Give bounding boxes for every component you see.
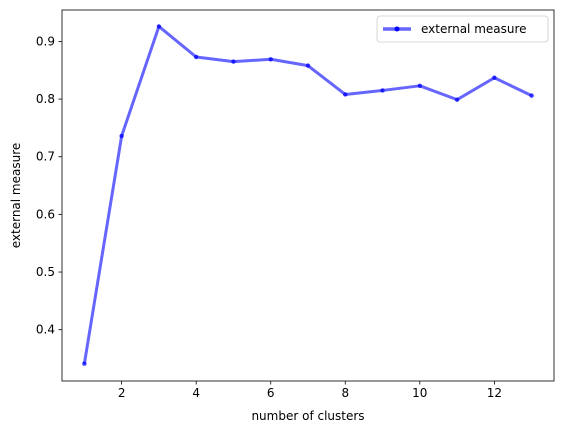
series-layer: [82, 24, 534, 366]
x-tick-label: 2: [118, 386, 126, 400]
y-tick-label: 0.8: [36, 92, 55, 106]
y-axis-label: external measure: [9, 143, 23, 249]
legend-label: external measure: [421, 22, 527, 36]
data-point: [268, 57, 273, 62]
data-point: [454, 97, 460, 102]
data-point: [231, 59, 236, 64]
legend: external measure: [376, 15, 549, 43]
data-point: [305, 63, 311, 68]
data-point: [82, 361, 87, 366]
data-point: [492, 75, 497, 80]
data-point: [156, 24, 162, 29]
y-tick-label: 0.7: [36, 150, 55, 164]
x-tick-label: 4: [192, 386, 200, 400]
y-tick-label: 0.4: [36, 323, 55, 337]
series-line: [82, 24, 533, 364]
data-point: [193, 54, 199, 60]
legend-marker-swatch: [394, 26, 400, 32]
data-point: [529, 93, 534, 98]
data-point: [380, 88, 385, 93]
y-tick-label: 0.6: [36, 207, 55, 221]
data-point: [417, 83, 423, 89]
x-tick-label: 6: [267, 386, 275, 400]
y-tick-label: 0.5: [36, 265, 55, 279]
ticks-layer: 2 4 6 8 10 12 0.4 0.5 0.6 0.7 0.8 0.9: [36, 34, 502, 400]
x-tick-label: 8: [341, 386, 349, 400]
x-axis-label: number of clusters: [251, 409, 364, 423]
data-point: [119, 133, 124, 139]
data-point: [343, 92, 348, 97]
plot-frame: [61, 9, 555, 382]
y-tick-label: 0.9: [36, 34, 55, 48]
legend-box: [376, 15, 549, 43]
x-tick-label: 12: [487, 386, 502, 400]
x-tick-label: 10: [412, 386, 427, 400]
